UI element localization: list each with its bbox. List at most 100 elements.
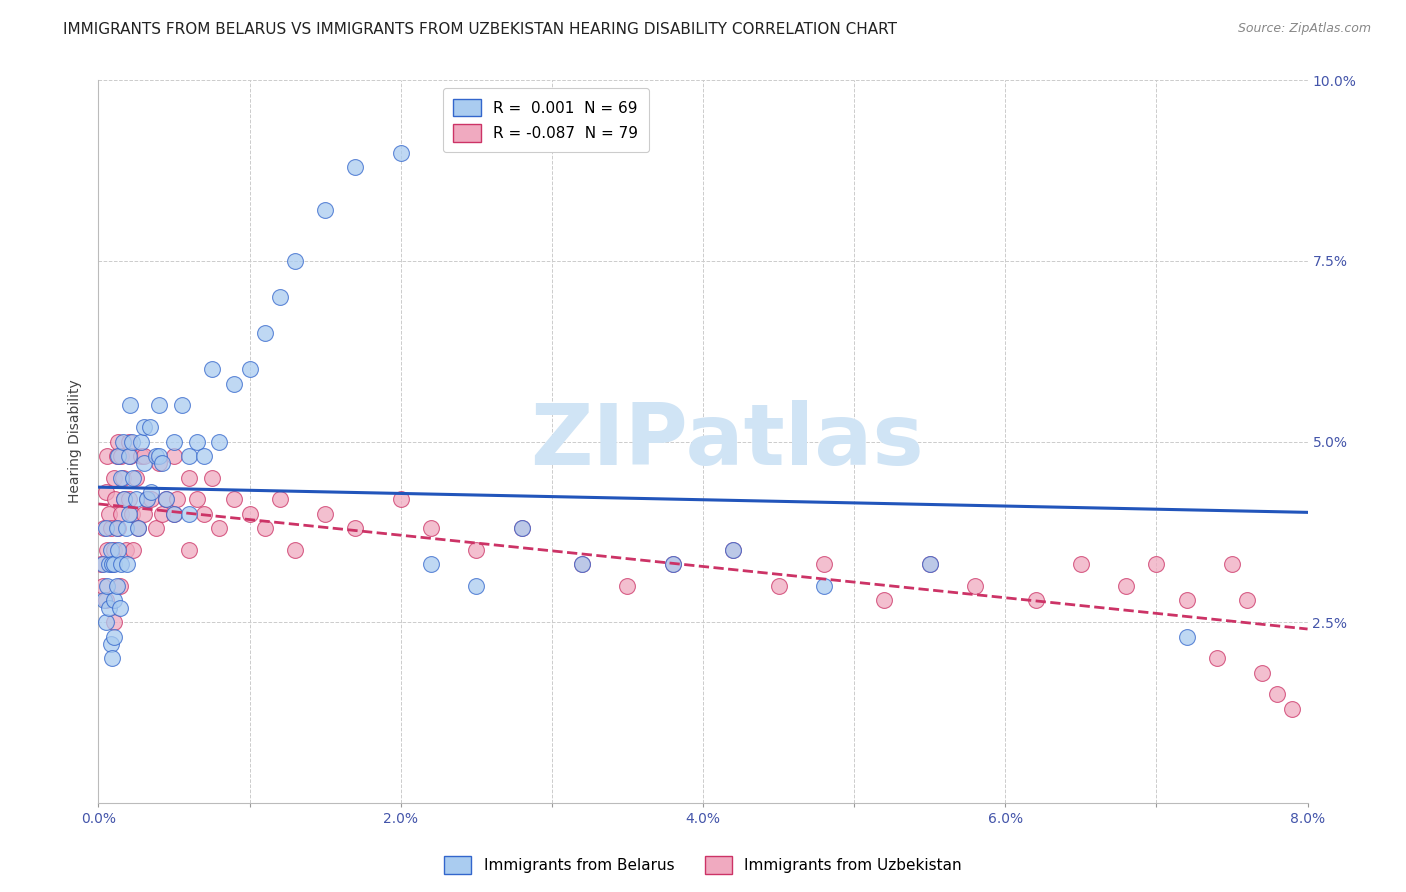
Point	[112, 492, 135, 507]
Point	[127, 521, 149, 535]
Point	[1220, 558, 1243, 572]
Point	[284, 542, 307, 557]
Point	[179, 542, 201, 557]
Point	[1267, 687, 1289, 701]
Point	[661, 558, 683, 572]
Point	[145, 449, 167, 463]
Point	[873, 593, 896, 607]
Point	[135, 492, 157, 507]
Point	[420, 558, 443, 572]
Point	[96, 449, 118, 463]
Point	[166, 492, 188, 507]
Point	[269, 492, 291, 507]
Point	[108, 579, 131, 593]
Point	[125, 492, 148, 507]
Point	[1025, 593, 1047, 607]
Point	[150, 507, 173, 521]
Point	[1146, 558, 1168, 572]
Point	[122, 471, 145, 485]
Point	[510, 521, 533, 535]
Point	[224, 376, 246, 391]
Point	[163, 434, 186, 449]
Point	[344, 160, 367, 174]
Point	[105, 449, 128, 463]
Point	[101, 558, 124, 572]
Point	[111, 434, 134, 449]
Point	[163, 449, 186, 463]
Point	[118, 507, 141, 521]
Point	[314, 507, 336, 521]
Point	[201, 362, 224, 376]
Point	[103, 593, 125, 607]
Point	[93, 521, 115, 535]
Point	[132, 507, 155, 521]
Point	[120, 398, 142, 412]
Point	[1236, 593, 1258, 607]
Point	[120, 449, 142, 463]
Point	[768, 579, 790, 593]
Point	[129, 449, 152, 463]
Point	[208, 521, 231, 535]
Legend: Immigrants from Belarus, Immigrants from Uzbekistan: Immigrants from Belarus, Immigrants from…	[437, 850, 969, 880]
Point	[98, 600, 121, 615]
Point	[1206, 651, 1229, 665]
Point	[118, 449, 141, 463]
Point	[101, 558, 124, 572]
Point	[284, 254, 307, 268]
Point	[465, 579, 488, 593]
Point	[103, 558, 125, 572]
Point	[224, 492, 246, 507]
Point	[110, 507, 132, 521]
Point	[118, 434, 141, 449]
Point	[104, 492, 127, 507]
Point	[571, 558, 593, 572]
Point	[100, 542, 122, 557]
Point	[1175, 630, 1198, 644]
Point	[100, 637, 122, 651]
Point	[389, 492, 412, 507]
Point	[115, 558, 138, 572]
Y-axis label: Hearing Disability: Hearing Disability	[69, 380, 83, 503]
Point	[98, 558, 121, 572]
Legend: R =  0.001  N = 69, R = -0.087  N = 79: R = 0.001 N = 69, R = -0.087 N = 79	[443, 88, 648, 153]
Point	[1251, 665, 1274, 680]
Point	[239, 362, 262, 376]
Point	[661, 558, 683, 572]
Point	[813, 558, 835, 572]
Point	[122, 542, 145, 557]
Point	[121, 434, 143, 449]
Point	[253, 326, 276, 340]
Point	[91, 558, 114, 572]
Point	[107, 449, 129, 463]
Point	[127, 521, 149, 535]
Point	[918, 558, 941, 572]
Point	[139, 420, 162, 434]
Point	[141, 485, 163, 500]
Point	[103, 615, 125, 630]
Point	[148, 398, 170, 412]
Point	[201, 471, 224, 485]
Point	[132, 456, 155, 470]
Point	[98, 507, 121, 521]
Point	[1070, 558, 1092, 572]
Text: ZIPatlas: ZIPatlas	[530, 400, 924, 483]
Point	[193, 507, 215, 521]
Point	[91, 579, 114, 593]
Point	[208, 434, 231, 449]
Point	[239, 507, 262, 521]
Point	[193, 449, 215, 463]
Point	[110, 558, 132, 572]
Text: IMMIGRANTS FROM BELARUS VS IMMIGRANTS FROM UZBEKISTAN HEARING DISABILITY CORRELA: IMMIGRANTS FROM BELARUS VS IMMIGRANTS FR…	[63, 22, 897, 37]
Point	[148, 449, 170, 463]
Point	[723, 542, 745, 557]
Point	[96, 579, 118, 593]
Point	[723, 542, 745, 557]
Point	[465, 542, 488, 557]
Point	[125, 471, 148, 485]
Point	[96, 542, 118, 557]
Point	[129, 434, 152, 449]
Point	[110, 449, 132, 463]
Point	[571, 558, 593, 572]
Point	[114, 542, 136, 557]
Point	[94, 521, 117, 535]
